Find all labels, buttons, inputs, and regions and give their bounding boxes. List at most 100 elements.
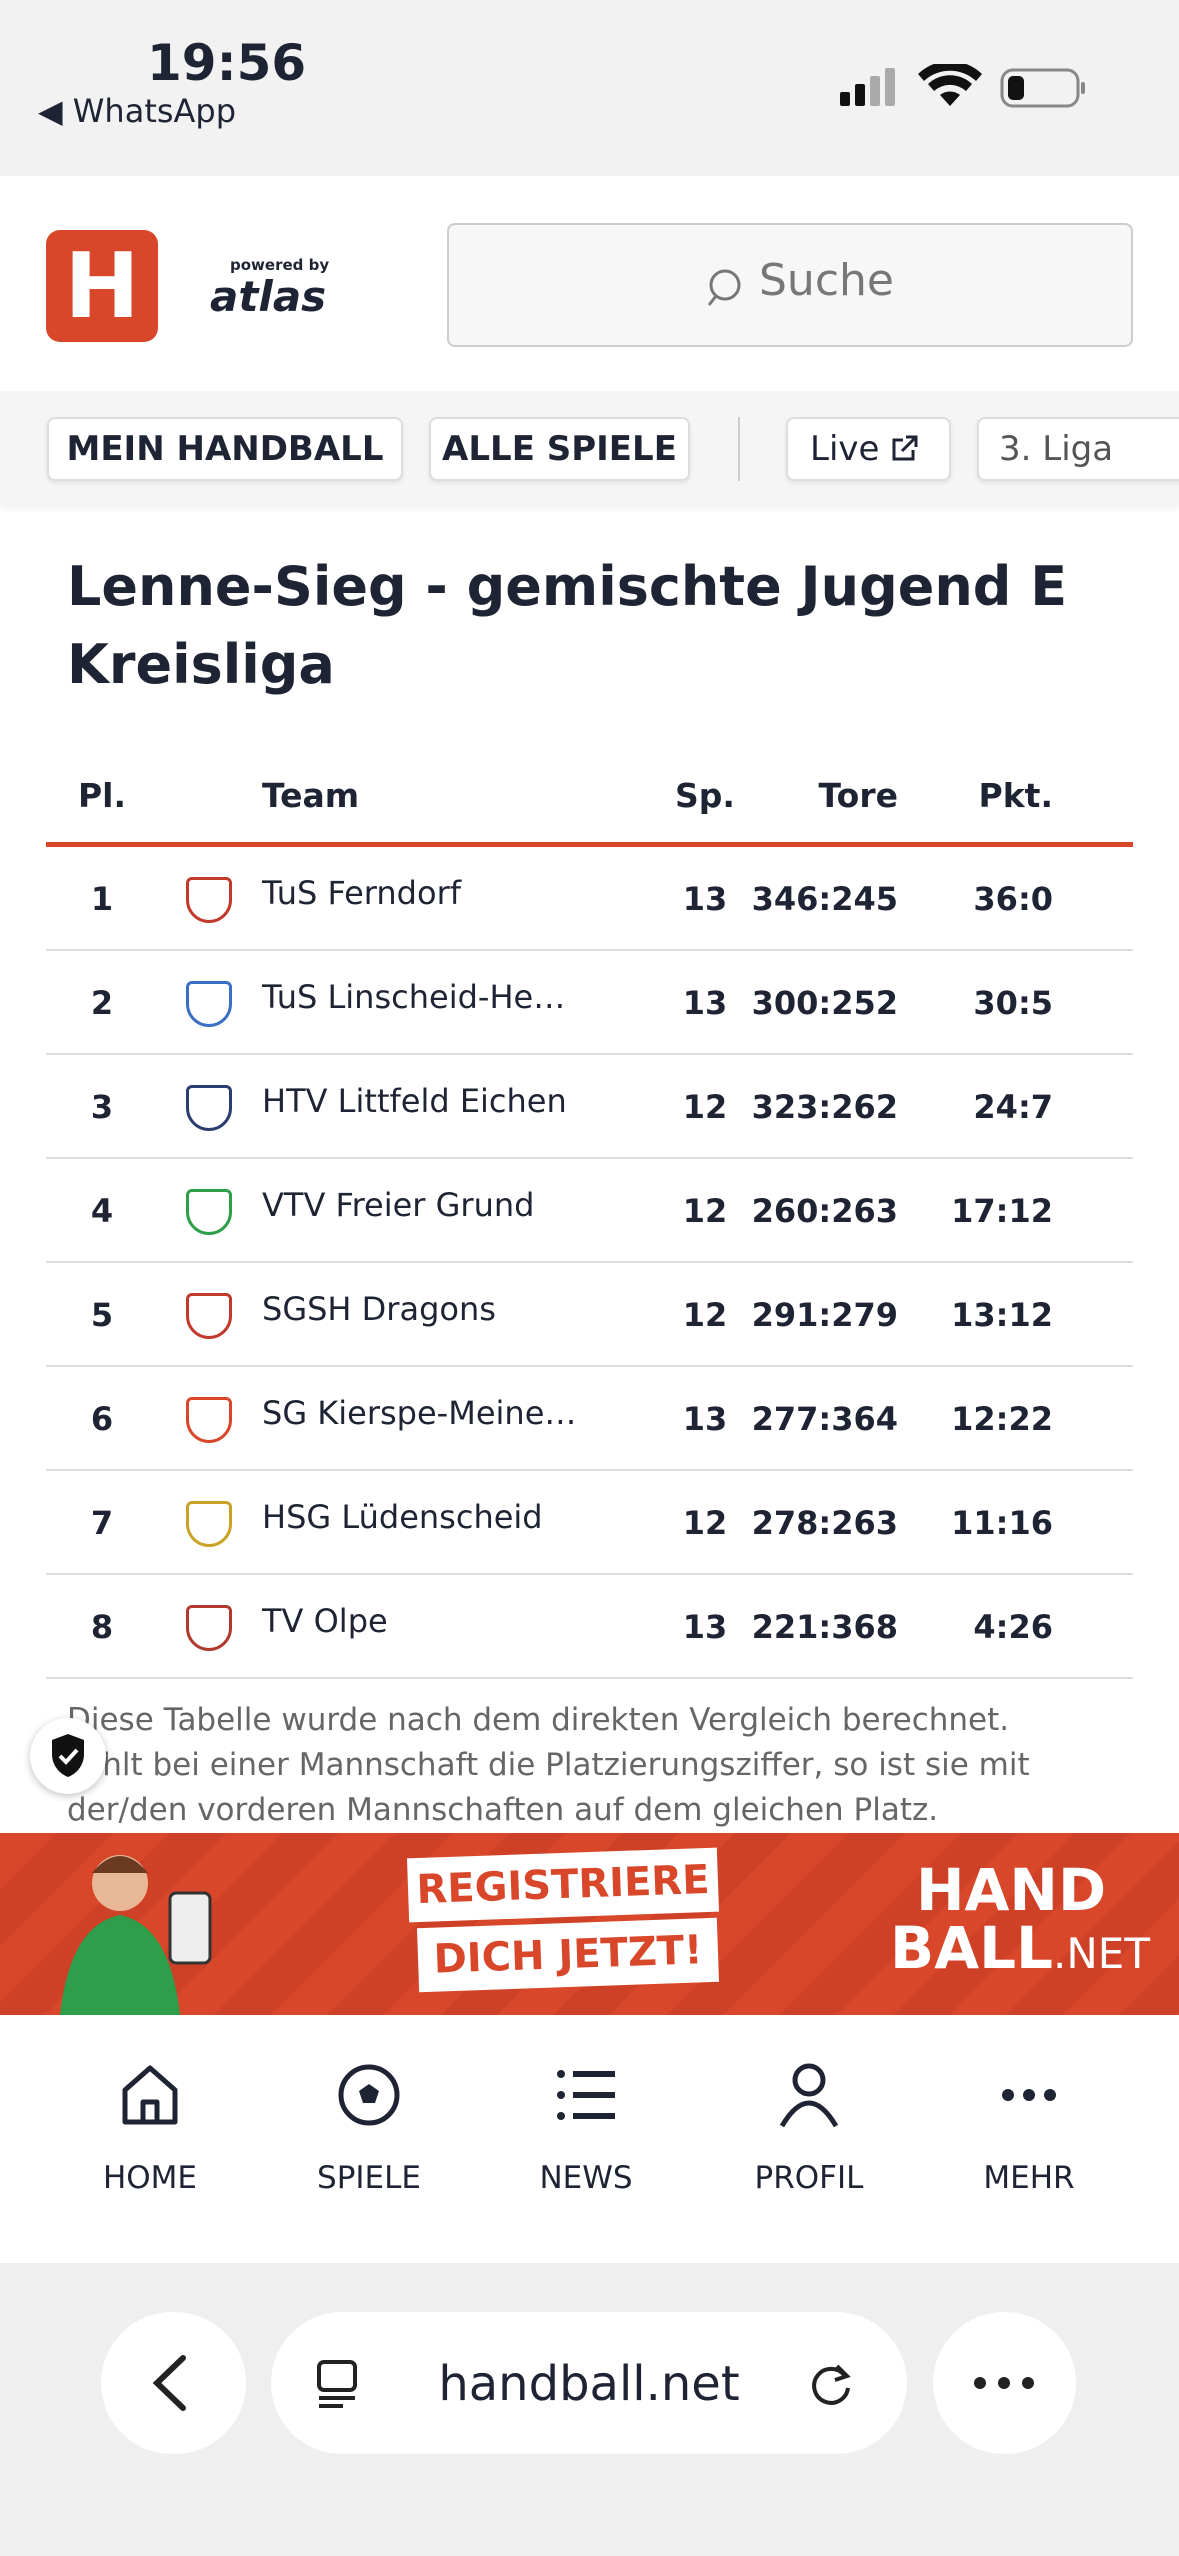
team-name: VTV Freier Grund — [262, 1186, 535, 1224]
nav-label: SPIELE — [317, 2160, 421, 2196]
table-row[interactable]: 2 TuS Linscheid-He… 13 300:252 30:5 — [46, 951, 1133, 1055]
brand-line: BALL — [890, 1914, 1054, 1982]
table-row[interactable]: 7 HSG Lüdenscheid 12 278:263 11:16 — [46, 1471, 1133, 1575]
points: 24:7 — [973, 1088, 1053, 1126]
nav-label: PROFIL — [754, 2160, 864, 2196]
team-crest — [186, 877, 232, 923]
note: Diese Tabelle wurde nach dem direkten Ve… — [67, 1698, 1030, 1833]
place: 4 — [90, 1192, 114, 1230]
back-button[interactable] — [101, 2312, 246, 2454]
goals: 346:245 — [751, 880, 898, 918]
shield-icon — [52, 1734, 84, 1777]
player-image — [60, 1855, 212, 2015]
nav-tab[interactable]: 3. Liga — [977, 417, 1179, 481]
nav-icon — [122, 2065, 178, 2125]
table-row[interactable]: 8 TV Olpe 13 221:368 4:26 — [46, 1575, 1133, 1679]
place: 5 — [90, 1296, 114, 1334]
nav-item[interactable]: PROFIL — [709, 2060, 909, 2196]
team-crest — [186, 1189, 232, 1235]
points: 17:12 — [951, 1192, 1053, 1230]
team-crest — [186, 981, 232, 1027]
points: 12:22 — [951, 1400, 1053, 1438]
place: 7 — [90, 1504, 114, 1542]
brand-line: .NET — [1053, 1929, 1150, 1978]
team-name: SGSH Dragons — [262, 1290, 496, 1328]
title-line: Lenne-Sieg - gemischte Jugend E — [67, 555, 1068, 618]
back-icon — [152, 2355, 186, 2411]
team-crest — [186, 1293, 232, 1339]
divider — [738, 417, 740, 481]
team-name: TuS Ferndorf — [262, 874, 461, 912]
nav-bar: MEIN HANDBALL ALLE SPIELE Live 3. Liga — [0, 391, 1179, 505]
privacy-badge[interactable] — [30, 1718, 106, 1794]
column-header: Pkt. — [978, 775, 1053, 815]
table-row[interactable]: 3 HTV Littfeld Eichen 12 323:262 24:7 — [46, 1055, 1133, 1159]
table-row[interactable]: 6 SG Kierspe-Meine… 13 277:364 12:22 — [46, 1367, 1133, 1471]
games: 12 — [682, 1504, 728, 1542]
nav-label: HOME — [102, 2160, 198, 2196]
nav-item[interactable]: SPIELE — [269, 2060, 469, 2196]
place: 1 — [90, 880, 114, 918]
points: 13:12 — [951, 1296, 1053, 1334]
nav-tab[interactable]: Live — [786, 417, 951, 481]
games: 13 — [682, 880, 728, 918]
note-line: Diese Tabelle wurde nach dem direkten Ve… — [67, 1702, 1010, 1738]
brand-line: HAND — [916, 1856, 1107, 1924]
place: 3 — [90, 1088, 114, 1126]
url: handball.net — [438, 2356, 740, 2412]
nav-item[interactable]: NEWS — [486, 2060, 686, 2196]
status-icons — [840, 64, 1085, 108]
more-icon — [974, 2377, 1034, 2389]
header: H powered by atlas Suche — [0, 176, 1179, 391]
powered-by: powered by — [230, 256, 330, 274]
ad-banner[interactable]: REGISTRIERE DICH JETZT! HAND BALL.NET — [0, 1833, 1179, 2015]
title-line: Kreisliga — [67, 633, 335, 696]
goals: 278:263 — [751, 1504, 898, 1542]
nav-item[interactable]: MEHR — [929, 2060, 1129, 2196]
nav-label: NEWS — [539, 2160, 633, 2196]
nav-button[interactable]: ALLE SPIELE — [429, 417, 690, 481]
nav-item[interactable]: HOME — [50, 2060, 250, 2196]
place: 2 — [90, 984, 114, 1022]
team-crest — [186, 1605, 232, 1651]
table-row[interactable]: 5 SGSH Dragons 12 291:279 13:12 — [46, 1263, 1133, 1367]
table-row[interactable]: 1 TuS Ferndorf 13 346:245 36:0 — [46, 847, 1133, 951]
games: 13 — [682, 1400, 728, 1438]
browser-bar: handball.net — [0, 2263, 1179, 2556]
search-box[interactable]: Suche — [447, 223, 1133, 347]
team-name: TV Olpe — [262, 1602, 388, 1640]
team-name: HSG Lüdenscheid — [262, 1498, 543, 1536]
goals: 323:262 — [751, 1088, 898, 1126]
games: 12 — [682, 1192, 728, 1230]
status-bar: 19:56 ◀ WhatsApp — [0, 0, 1179, 176]
goals: 260:263 — [751, 1192, 898, 1230]
bottom-nav: HOME SPIELE NEWS PROFIL MEHR — [0, 2015, 1179, 2263]
url-pill[interactable]: handball.net — [271, 2312, 907, 2454]
header-rule — [46, 842, 1133, 847]
column-header: Team — [262, 775, 360, 815]
back-app[interactable]: ◀ WhatsApp — [38, 92, 237, 130]
goals: 300:252 — [751, 984, 898, 1022]
team-crest — [186, 1501, 232, 1547]
nav-icon — [338, 2064, 400, 2126]
nav-icon — [1002, 2089, 1056, 2101]
goals: 277:364 — [751, 1400, 898, 1438]
place: 8 — [90, 1608, 114, 1646]
goals: 221:368 — [751, 1608, 898, 1646]
column-header: Pl. — [77, 775, 127, 815]
external-icon — [892, 435, 918, 461]
table-row[interactable]: 4 VTV Freier Grund 12 260:263 17:12 — [46, 1159, 1133, 1263]
logo[interactable]: H — [46, 230, 158, 342]
nav-icon — [779, 2063, 839, 2128]
team-crest — [186, 1397, 232, 1443]
nav-button[interactable]: MEIN HANDBALL — [47, 417, 403, 481]
team-name: HTV Littfeld Eichen — [262, 1082, 567, 1120]
nav-label: MEHR — [983, 2160, 1075, 2196]
banner-brand: HAND BALL.NET — [890, 1856, 1150, 1983]
nav-icon — [557, 2070, 615, 2120]
games: 12 — [682, 1296, 728, 1334]
team-name: SG Kierspe-Meine… — [262, 1394, 577, 1432]
table-header: Pl. Team Sp. Tore Pkt. — [0, 760, 1179, 830]
more-button[interactable] — [933, 2312, 1076, 2454]
